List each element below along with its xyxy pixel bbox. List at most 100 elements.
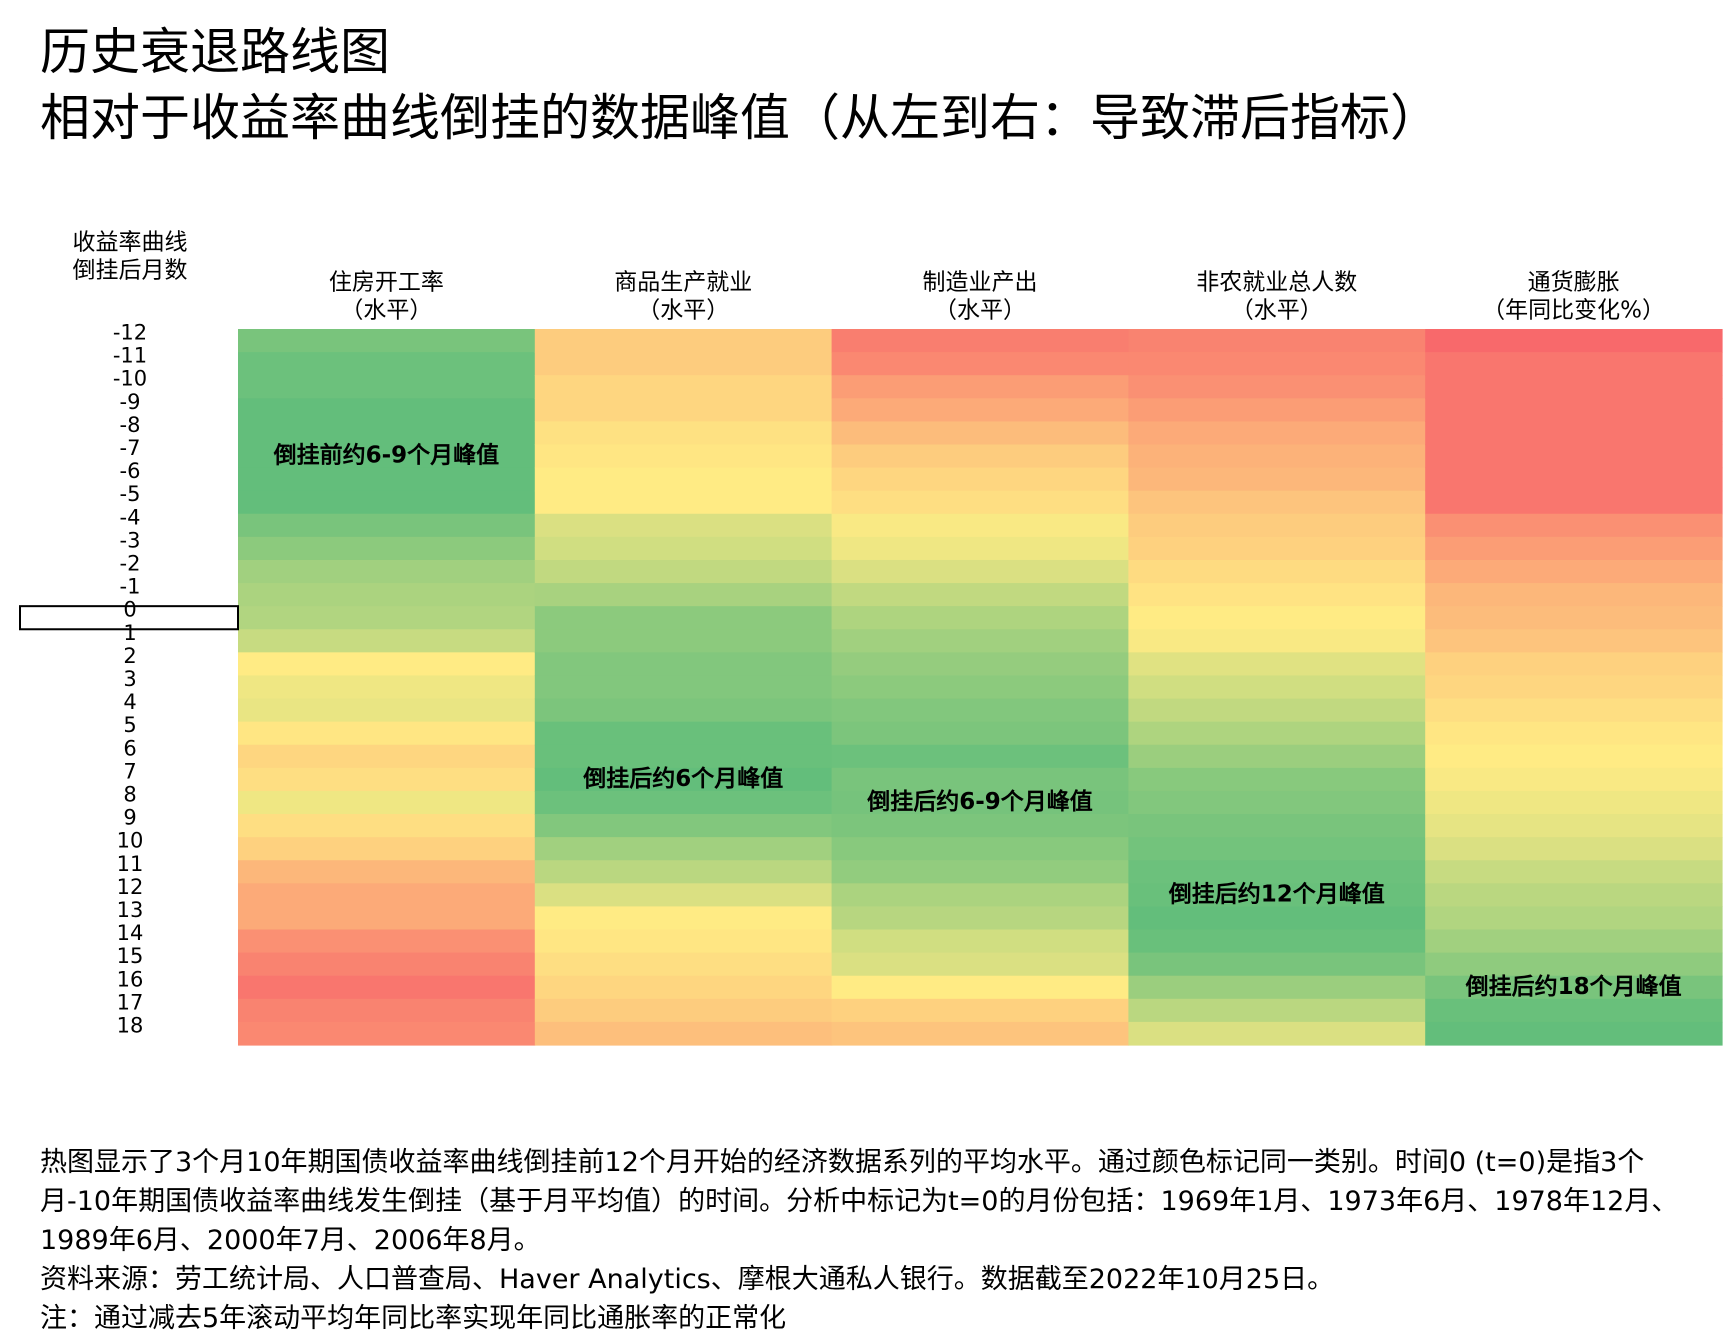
heatmap-cell <box>1128 513 1426 538</box>
heatmap-cell <box>831 559 1129 584</box>
heatmap-cell <box>831 606 1129 630</box>
heatmap-cell <box>238 860 536 884</box>
heatmap-cell <box>534 883 833 908</box>
heatmap-cell <box>534 1021 833 1046</box>
heatmap-cell <box>534 675 833 700</box>
heatmap-cell <box>534 998 833 1023</box>
heatmap-cell <box>831 906 1129 931</box>
heatmap-cell <box>831 444 1129 469</box>
heatmap-cell <box>1425 975 1723 1000</box>
heatmap-cell <box>534 421 833 446</box>
heatmap-cell <box>1128 375 1426 399</box>
row-label: -6 <box>120 459 141 483</box>
heatmap-cell <box>831 860 1129 884</box>
heatmap-cell <box>534 490 833 515</box>
heatmap-cell <box>238 490 536 515</box>
heatmap-cell <box>1128 652 1426 677</box>
heatmap-cell <box>534 744 833 769</box>
heatmap-cell <box>1425 814 1723 838</box>
heatmap-cell <box>238 375 536 399</box>
heatmap-cell <box>1128 767 1426 792</box>
heatmap-cell <box>238 536 536 561</box>
heatmap-cell <box>238 744 536 769</box>
heatmap-cell <box>1128 929 1426 954</box>
heatmap-cell <box>1425 998 1723 1023</box>
row-label: 14 <box>117 921 144 945</box>
heatmap-cell <box>1128 444 1426 469</box>
row-label: -3 <box>120 528 141 552</box>
heatmap-cell <box>1128 721 1426 746</box>
heatmap-cell <box>238 883 536 908</box>
row-label: -5 <box>120 482 141 506</box>
peak-annotation: 倒挂后约6-9个月峰值 <box>866 788 1093 815</box>
heatmap-cell <box>1425 421 1723 446</box>
heatmap-cell <box>1128 398 1426 422</box>
heatmap-cell <box>1128 744 1426 769</box>
heatmap-cell <box>534 352 833 376</box>
row-label: 16 <box>117 967 144 991</box>
heatmap-cell <box>534 629 833 653</box>
heatmap-cell <box>831 467 1129 492</box>
heatmap-cell <box>238 1021 536 1046</box>
heatmap-cell <box>534 906 833 931</box>
heatmap-cell <box>1425 860 1723 884</box>
row-label: 15 <box>117 944 144 968</box>
heatmap-cell <box>831 721 1129 746</box>
heatmap-cell <box>1128 698 1426 723</box>
heatmap-cell <box>238 952 536 977</box>
column-header: 非农就业总人数 <box>1196 270 1357 296</box>
heatmap-cell <box>238 721 536 746</box>
row-label: 11 <box>117 852 144 876</box>
heatmap-cell <box>831 421 1129 446</box>
heatmap-cell <box>1128 490 1426 515</box>
peak-annotation: 倒挂后约12个月峰值 <box>1168 880 1385 907</box>
heatmap-cell <box>1425 513 1723 538</box>
heatmap-cell <box>534 583 833 607</box>
column-subheader: （水平） <box>637 298 729 324</box>
heatmap-cell <box>534 790 833 815</box>
row-label: 18 <box>117 1013 144 1037</box>
heatmap-cell <box>238 837 536 861</box>
heatmap-cell <box>534 652 833 677</box>
heatmap-cell <box>238 929 536 954</box>
heatmap-cell <box>1128 998 1426 1023</box>
heatmap-cell <box>238 975 536 1000</box>
heatmap-cell <box>238 906 536 931</box>
peak-annotation: 倒挂后约18个月峰值 <box>1465 973 1682 1000</box>
heatmap-cell <box>831 490 1129 515</box>
heatmap-cell <box>1425 883 1723 908</box>
heatmap-chart: 住房开工率（水平）商品生产就业（水平）制造业产出（水平）非农就业总人数（水平）通… <box>19 230 1723 1046</box>
heatmap-cell <box>831 352 1129 376</box>
heatmap-cell <box>1128 860 1426 884</box>
heatmap-cell <box>831 744 1129 769</box>
heatmap-cell <box>534 929 833 954</box>
heatmap-cell <box>1128 467 1426 492</box>
heatmap-cell <box>1425 721 1723 746</box>
heatmap-cell <box>1128 352 1426 376</box>
heatmap-cell <box>238 583 536 607</box>
heatmap-cell <box>1425 490 1723 515</box>
heatmap-cell <box>1128 883 1426 908</box>
heatmap-cell <box>831 675 1129 700</box>
row-label: 13 <box>117 898 144 922</box>
heatmap-cell <box>1128 1021 1426 1046</box>
heatmap-cell <box>831 883 1129 908</box>
peak-annotation: 倒挂前约6-9个月峰值 <box>273 442 500 469</box>
normalization-note: 注：通过减去5年滚动平均年同比率实现年同比通胀率的正常化 <box>40 1303 787 1334</box>
footnotes: 热图显示了3个月10年期国债收益率曲线倒挂前12个月开始的经济数据系列的平均水平… <box>40 1143 1690 1338</box>
heatmap-cell <box>534 814 833 838</box>
heatmap-cell <box>534 536 833 561</box>
heatmap-cell <box>238 329 536 353</box>
heatmap-cell <box>1425 606 1723 630</box>
heatmap-cell <box>534 398 833 422</box>
row-label: 10 <box>117 829 144 853</box>
heatmap-cell <box>831 629 1129 653</box>
heatmap-cell <box>831 698 1129 723</box>
y-axis-title: 倒挂后月数 <box>73 258 188 284</box>
row-label: 4 <box>123 690 136 714</box>
heatmap-cell <box>1128 675 1426 700</box>
heatmap-cell <box>534 975 833 1000</box>
heatmap-cell <box>238 629 536 653</box>
column-header: 制造业产出 <box>923 270 1038 296</box>
heatmap-cell <box>831 929 1129 954</box>
